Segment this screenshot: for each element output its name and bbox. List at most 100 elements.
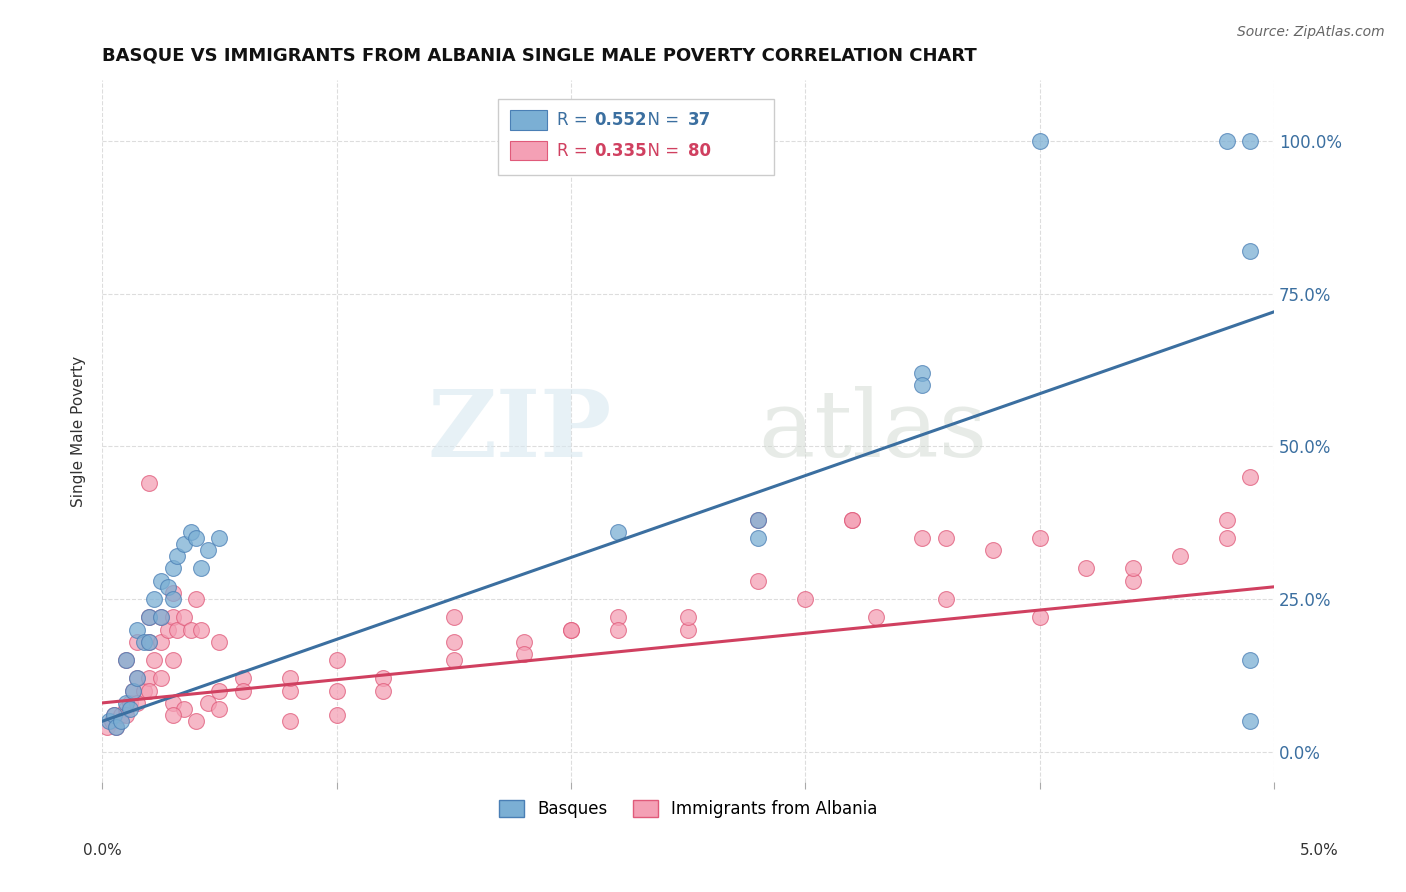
Point — [794, 592, 817, 607]
Text: 5.0%: 5.0% — [1299, 843, 1339, 857]
Point — [149, 574, 172, 588]
Point — [841, 513, 863, 527]
Text: 37: 37 — [688, 112, 711, 129]
Point — [747, 513, 769, 527]
Point — [513, 647, 536, 661]
Point — [121, 683, 143, 698]
Point — [443, 610, 465, 624]
Point — [184, 714, 207, 729]
Text: R =: R = — [557, 143, 593, 161]
Point — [184, 531, 207, 545]
Point — [911, 378, 934, 392]
Point — [560, 623, 582, 637]
Point — [156, 623, 179, 637]
Point — [142, 653, 165, 667]
Point — [162, 708, 184, 723]
Point — [110, 708, 132, 723]
Point — [162, 696, 184, 710]
Point — [676, 610, 699, 624]
Point — [935, 531, 957, 545]
Point — [149, 610, 172, 624]
Point — [208, 702, 231, 716]
Point — [190, 623, 212, 637]
Point — [121, 683, 143, 698]
Point — [606, 623, 628, 637]
Point — [208, 635, 231, 649]
Point — [114, 653, 136, 667]
Point — [127, 623, 149, 637]
Point — [114, 653, 136, 667]
Point — [162, 561, 184, 575]
Point — [166, 549, 188, 564]
Text: N =: N = — [637, 143, 683, 161]
Point — [1076, 561, 1098, 575]
Point — [1028, 531, 1050, 545]
Point — [180, 524, 202, 539]
Point — [173, 610, 195, 624]
Point — [105, 720, 128, 734]
Point — [373, 683, 395, 698]
Point — [606, 610, 628, 624]
Point — [100, 714, 122, 729]
Point — [981, 543, 1004, 558]
Point — [1239, 244, 1261, 258]
Text: atlas: atlas — [758, 386, 987, 476]
Point — [162, 592, 184, 607]
Point — [166, 623, 188, 637]
Point — [208, 531, 231, 545]
Point — [1168, 549, 1191, 564]
Point — [180, 623, 202, 637]
Point — [1216, 134, 1239, 148]
Point — [190, 561, 212, 575]
Point — [134, 683, 156, 698]
Point — [138, 635, 160, 649]
Point — [560, 623, 582, 637]
FancyBboxPatch shape — [510, 110, 547, 129]
Point — [105, 720, 128, 734]
Point — [162, 653, 184, 667]
Point — [676, 623, 699, 637]
Text: BASQUE VS IMMIGRANTS FROM ALBANIA SINGLE MALE POVERTY CORRELATION CHART: BASQUE VS IMMIGRANTS FROM ALBANIA SINGLE… — [103, 46, 977, 64]
Point — [373, 672, 395, 686]
Point — [103, 708, 125, 723]
Text: R =: R = — [557, 112, 593, 129]
Point — [138, 635, 160, 649]
Point — [173, 537, 195, 551]
Point — [935, 592, 957, 607]
Point — [114, 696, 136, 710]
Point — [911, 366, 934, 380]
FancyBboxPatch shape — [510, 141, 547, 161]
Point — [325, 683, 347, 698]
Point — [156, 580, 179, 594]
Point — [184, 592, 207, 607]
Point — [911, 531, 934, 545]
Point — [120, 696, 142, 710]
Point — [606, 524, 628, 539]
Point — [149, 672, 172, 686]
Point — [120, 702, 142, 716]
Point — [747, 513, 769, 527]
Text: Source: ZipAtlas.com: Source: ZipAtlas.com — [1237, 25, 1385, 39]
Point — [127, 672, 149, 686]
Point — [138, 475, 160, 490]
Point — [138, 672, 160, 686]
Point — [278, 683, 301, 698]
Point — [149, 610, 172, 624]
Point — [1216, 531, 1239, 545]
Point — [232, 672, 254, 686]
Legend: Basques, Immigrants from Albania: Basques, Immigrants from Albania — [492, 793, 884, 824]
Point — [1239, 653, 1261, 667]
Text: 0.0%: 0.0% — [83, 843, 122, 857]
Point — [747, 531, 769, 545]
FancyBboxPatch shape — [498, 99, 773, 175]
Point — [1239, 134, 1261, 148]
Point — [1239, 470, 1261, 484]
Point — [138, 610, 160, 624]
Point — [138, 610, 160, 624]
Point — [162, 610, 184, 624]
Point — [1216, 513, 1239, 527]
Point — [197, 543, 219, 558]
Point — [841, 513, 863, 527]
Point — [114, 702, 136, 716]
Point — [197, 696, 219, 710]
